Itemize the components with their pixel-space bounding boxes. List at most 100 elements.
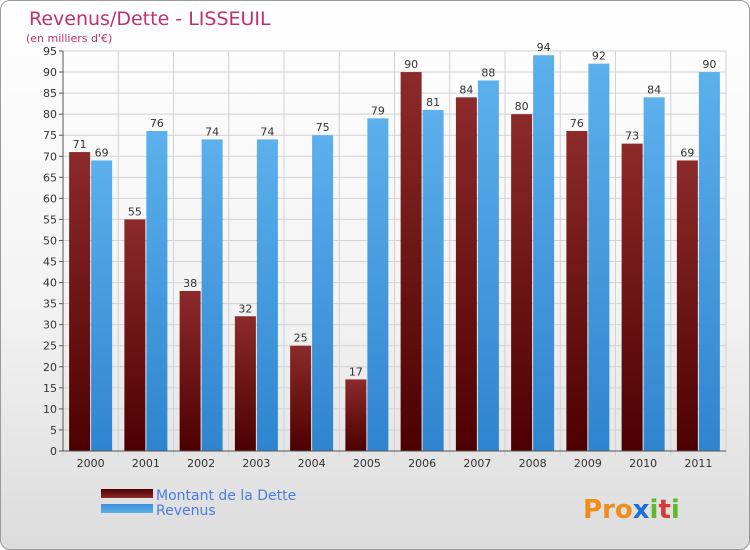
debt-bar-value-label: 25 <box>294 332 308 345</box>
revenus-bar-value-label: 79 <box>371 104 385 117</box>
debt-bar-value-label: 71 <box>73 138 87 151</box>
y-tick-label: 95 <box>43 45 57 58</box>
logo-letter: o <box>615 495 633 525</box>
y-tick-label: 30 <box>43 319 57 332</box>
revenus-bar-value-label: 94 <box>537 41 551 54</box>
x-tick-label: 2009 <box>574 457 602 470</box>
revenus-bar-value-label: 81 <box>426 96 440 109</box>
debt-bar-value-label: 55 <box>128 205 142 218</box>
revenus-bar-value-label: 92 <box>592 50 606 63</box>
y-tick-label: 85 <box>43 87 57 100</box>
revenus-bar <box>698 72 720 451</box>
debt-bar-value-label: 90 <box>404 58 418 71</box>
debt-bar-value-label: 84 <box>459 83 473 96</box>
y-tick-label: 5 <box>50 424 57 437</box>
debt-bar <box>179 291 201 451</box>
debt-bar <box>234 316 256 451</box>
revenus-bar <box>201 139 223 451</box>
debt-bar-value-label: 17 <box>349 365 363 378</box>
y-tick-label: 35 <box>43 298 57 311</box>
debt-bar <box>566 131 588 451</box>
revenus-bar <box>477 80 499 451</box>
debt-bar-value-label: 32 <box>238 302 252 315</box>
x-tick-label: 2010 <box>629 457 657 470</box>
x-tick-label: 2001 <box>132 457 160 470</box>
y-tick-label: 45 <box>43 256 57 269</box>
chart-subtitle: (en milliers d'€) <box>26 32 112 45</box>
debt-bar-value-label: 76 <box>570 117 584 130</box>
x-tick-label: 2011 <box>684 457 712 470</box>
y-tick-label: 10 <box>43 403 57 416</box>
y-tick-label: 40 <box>43 277 57 290</box>
revenus-bar <box>533 55 555 452</box>
revenus-bar-value-label: 76 <box>150 117 164 130</box>
y-tick-label: 80 <box>43 108 57 121</box>
revenus-bar <box>256 139 278 451</box>
y-tick-label: 0 <box>50 445 57 458</box>
debt-bar-value-label: 73 <box>625 130 639 143</box>
revenus-bar-value-label: 88 <box>481 66 495 79</box>
revenus-bar <box>643 97 665 451</box>
axes <box>59 50 726 452</box>
debt-bar <box>621 143 643 451</box>
legend-swatch-revenus <box>101 504 153 513</box>
revenus-bar-value-label: 90 <box>702 58 716 71</box>
revenus-bar-value-label: 75 <box>316 121 330 134</box>
x-tick-label: 2004 <box>298 457 326 470</box>
y-tick-label: 70 <box>43 150 57 163</box>
x-tick-label: 2006 <box>408 457 436 470</box>
revenus-bar <box>367 118 389 452</box>
debt-bar-value-label: 38 <box>183 277 197 290</box>
y-tick-label: 15 <box>43 382 57 395</box>
debt-bar <box>400 72 422 451</box>
x-tick-label: 2007 <box>463 457 491 470</box>
legend-label-debt: Montant de la Dette <box>156 488 296 504</box>
logo-letter: i <box>650 495 659 525</box>
logo-letter: i <box>671 495 680 525</box>
debt-bar <box>455 97 477 451</box>
debt-bar <box>124 219 146 451</box>
x-tick-label: 2005 <box>353 457 381 470</box>
y-tick-label: 20 <box>43 361 57 374</box>
y-tick-label: 60 <box>43 192 57 205</box>
revenus-bar-value-label: 84 <box>647 83 661 96</box>
proxiti-logo: Proxiti <box>583 495 680 525</box>
chart-title: Revenus/Dette - LISSEUIL <box>29 8 271 30</box>
x-tick-label: 2003 <box>242 457 270 470</box>
debt-bar <box>676 160 698 451</box>
revenus-bar <box>588 63 610 451</box>
revenus-bar <box>146 131 168 451</box>
y-tick-label: 65 <box>43 171 57 184</box>
legend-label-revenus: Revenus <box>156 503 216 519</box>
y-tick-label: 90 <box>43 66 57 79</box>
revenus-bar-value-label: 74 <box>205 125 219 138</box>
debt-bar-value-label: 69 <box>680 146 694 159</box>
revenus-bar <box>422 109 444 452</box>
logo-letter: P <box>583 495 602 525</box>
legend: Montant de la Dette Revenus <box>101 488 296 519</box>
logo-letter: r <box>602 495 615 525</box>
x-tick-label: 2008 <box>519 457 547 470</box>
revenus-bar <box>91 160 113 451</box>
y-tick-label: 50 <box>43 234 57 247</box>
debt-bar <box>511 114 533 451</box>
grid-lines <box>62 50 727 456</box>
labels: 0 5 10 15 20 25 30 35 40 45 50 55 60 65 70 75 80 85 90 95 71… <box>43 41 716 470</box>
revenus-bar-value-label: 69 <box>95 146 109 159</box>
debt-bar <box>345 379 367 451</box>
y-tick-label: 25 <box>43 340 57 353</box>
y-tick-label: 75 <box>43 129 57 142</box>
x-tick-label: 2002 <box>187 457 215 470</box>
bars <box>69 55 720 452</box>
x-tick-label: 2000 <box>77 457 105 470</box>
logo-letter: t <box>658 495 670 525</box>
debt-bar <box>290 345 312 451</box>
debt-bar-value-label: 80 <box>515 100 529 113</box>
revenus-bar <box>312 135 334 452</box>
revenus-bar-value-label: 74 <box>260 125 274 138</box>
y-tick-label: 55 <box>43 213 57 226</box>
debt-bar <box>69 152 91 452</box>
legend-swatch-debt <box>101 489 153 498</box>
